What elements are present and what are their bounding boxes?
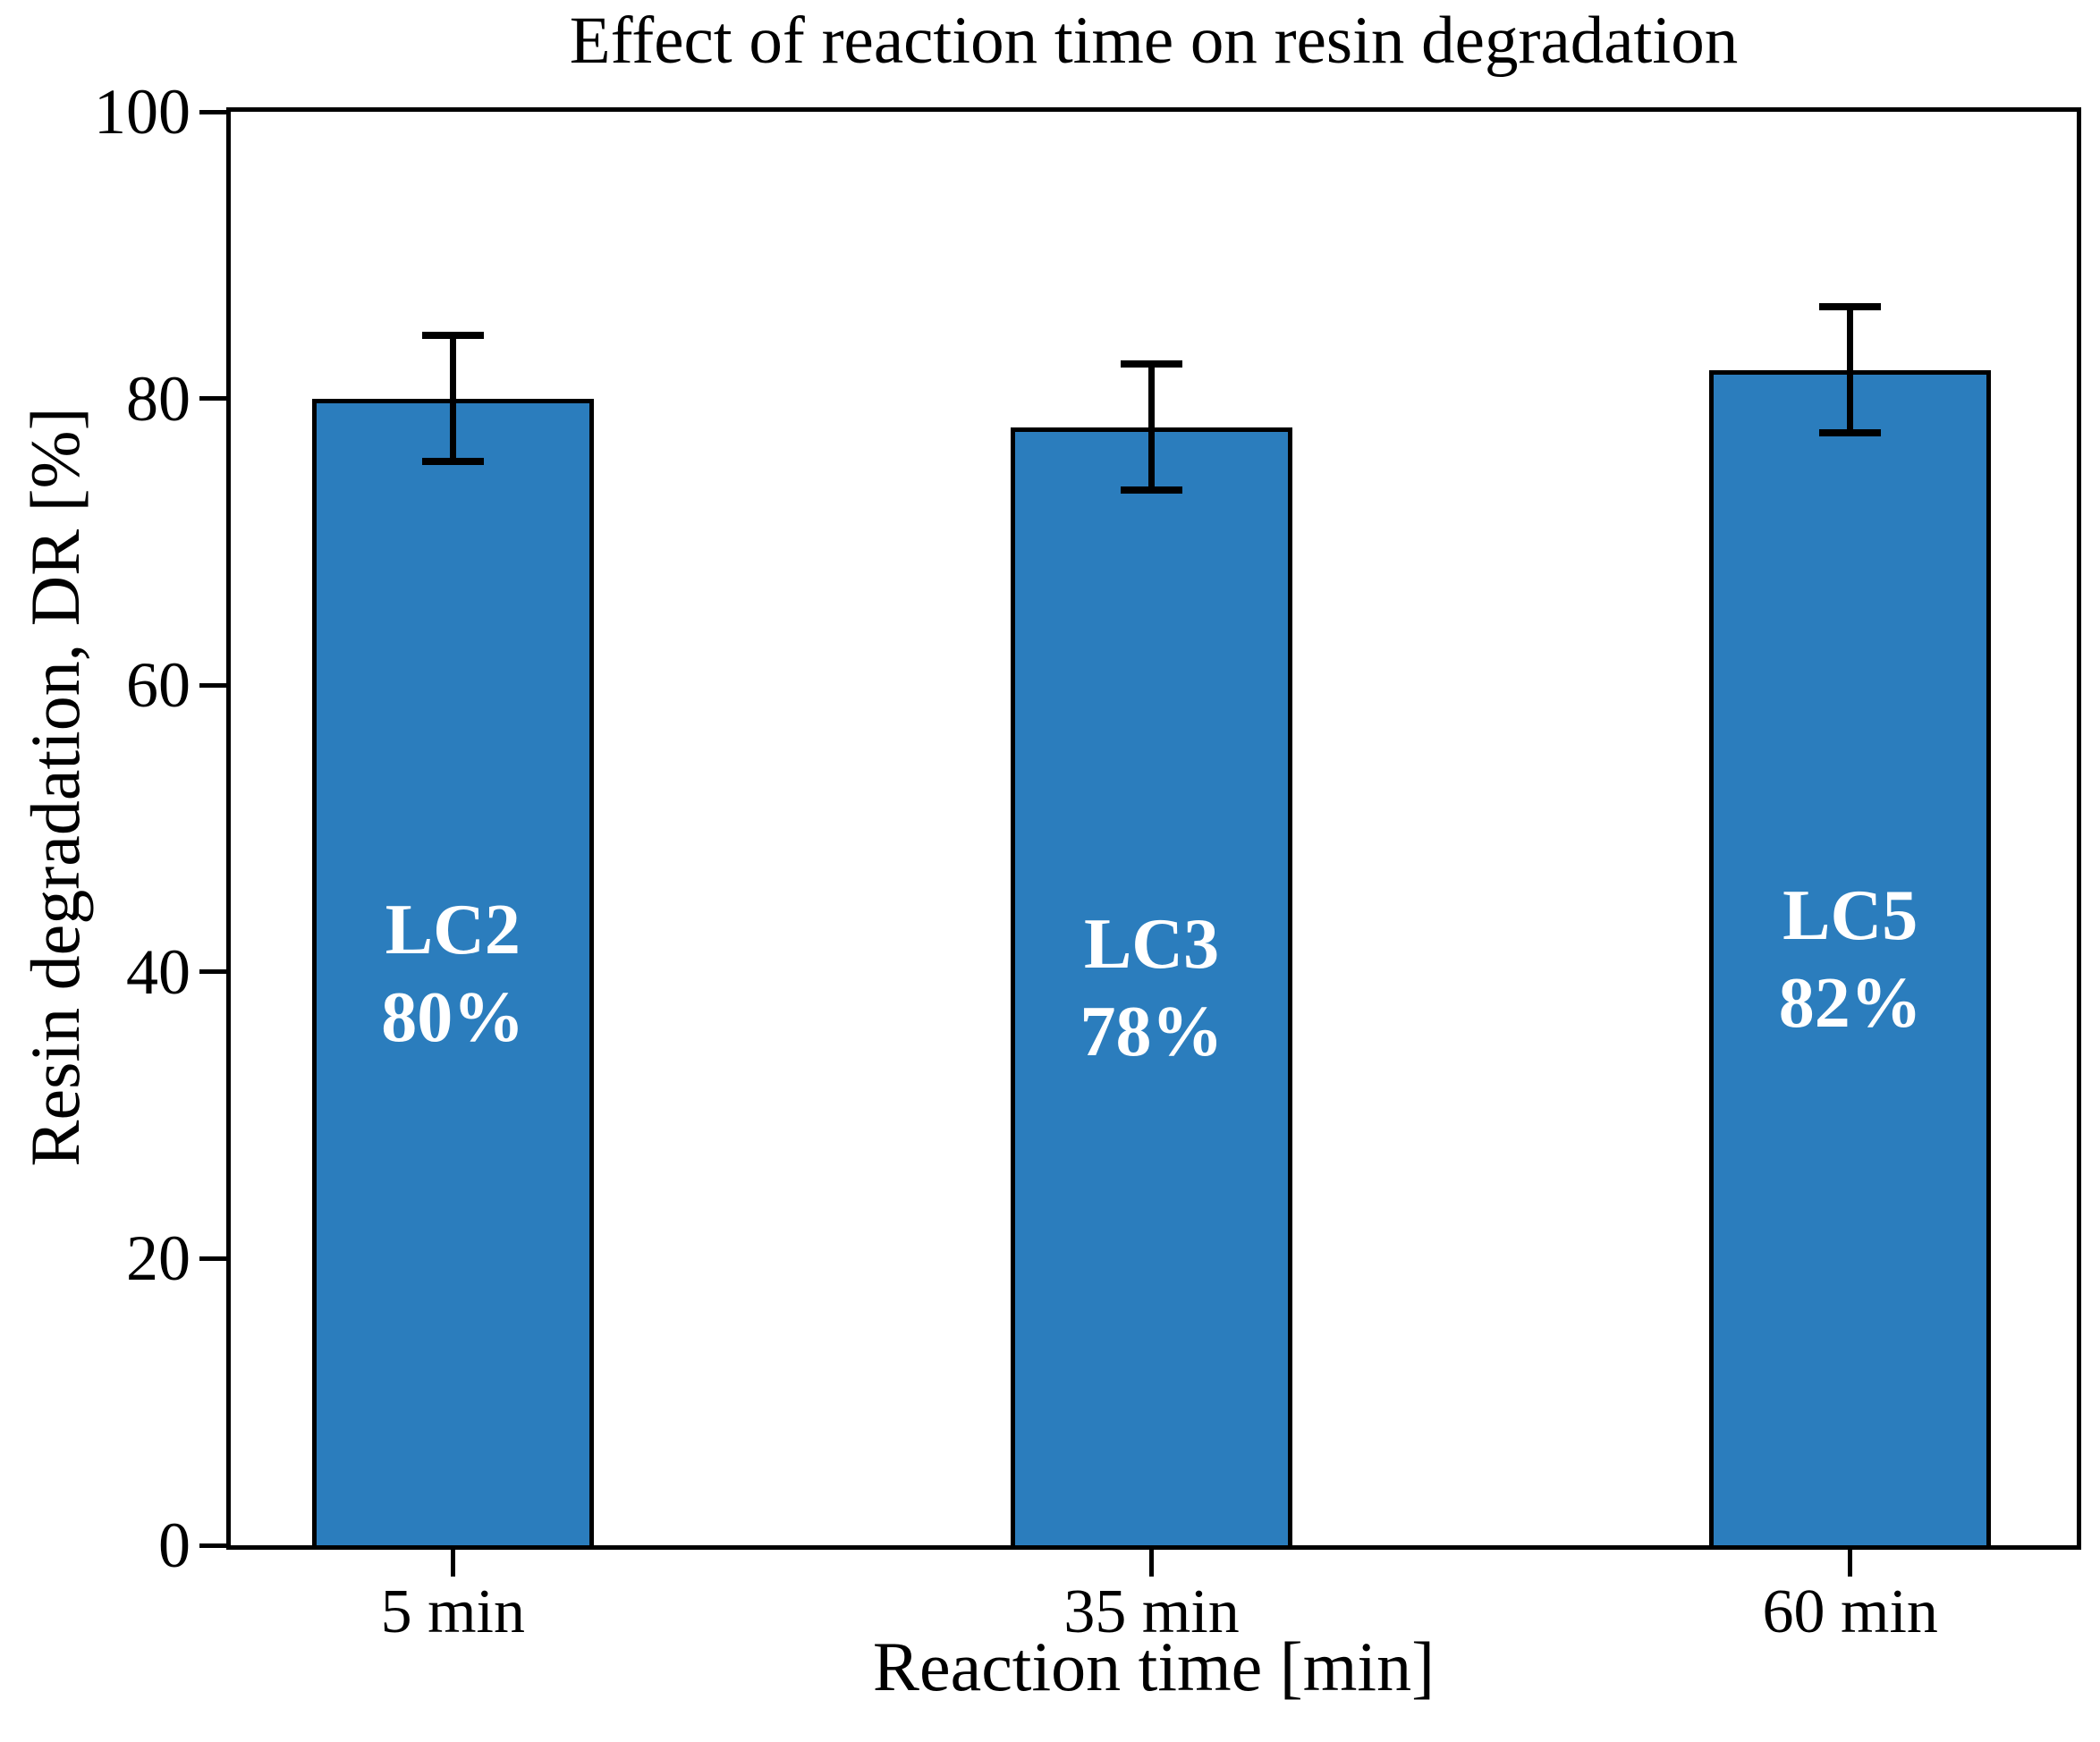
error-bar-cap-bottom xyxy=(1121,486,1183,495)
chart-title: Effect of reaction time on resin degrada… xyxy=(569,4,1739,78)
x-tick-mark xyxy=(1848,1550,1853,1577)
bar: LC5 82% xyxy=(1709,369,1992,1545)
y-tick-label: 20 xyxy=(126,1222,191,1295)
bar: LC2 80% xyxy=(311,398,594,1545)
bar-label-name: LC3 xyxy=(1083,905,1220,985)
x-tick-mark xyxy=(450,1550,455,1577)
x-tick-label: 60 min xyxy=(1762,1577,1938,1646)
y-tick-mark xyxy=(199,109,226,114)
error-bar-line xyxy=(449,335,456,462)
bar-label-value: 80% xyxy=(381,978,525,1058)
bar-label: LC2 80% xyxy=(317,886,589,1061)
error-bar-cap-top xyxy=(421,332,484,340)
bar-label-value: 78% xyxy=(1080,993,1224,1072)
bar-label-value: 82% xyxy=(1778,964,1922,1044)
y-tick-mark xyxy=(199,1256,226,1261)
y-axis-label: Resin degradation, DR [%] xyxy=(16,407,94,1167)
bar-label-name: LC2 xyxy=(385,891,521,970)
error-bar-cap-bottom xyxy=(421,458,484,466)
y-tick-mark xyxy=(199,682,226,688)
y-tick-label: 40 xyxy=(126,935,191,1008)
y-tick-mark xyxy=(199,1543,226,1548)
bar-label-name: LC5 xyxy=(1782,876,1918,956)
plot-area: 0 20 40 60 80 100 LC2 80% 5 min LC3 78% 35 min LC5 82… xyxy=(94,80,2081,1644)
bar-label: LC5 82% xyxy=(1714,872,1986,1047)
y-tick-mark xyxy=(199,396,226,402)
y-tick-label: 0 xyxy=(158,1509,191,1581)
y-tick-label: 100 xyxy=(94,76,191,148)
bar-label: LC3 78% xyxy=(1015,901,1288,1076)
error-bar-cap-bottom xyxy=(1819,429,1882,437)
error-bar-line xyxy=(1847,307,1854,434)
x-tick-mark xyxy=(1149,1550,1155,1577)
x-axis-label: Reaction time [min] xyxy=(872,1628,1435,1705)
y-tick-label: 60 xyxy=(126,649,191,722)
error-bar-cap-top xyxy=(1819,303,1882,310)
y-tick-mark xyxy=(199,969,226,975)
error-bar-line xyxy=(1148,364,1156,491)
y-tick-label: 80 xyxy=(126,362,191,435)
x-tick-label: 5 min xyxy=(380,1577,525,1646)
error-bar-cap-top xyxy=(1121,360,1183,368)
x-tick-label: 35 min xyxy=(1063,1577,1240,1646)
bar: LC3 78% xyxy=(1011,427,1293,1545)
